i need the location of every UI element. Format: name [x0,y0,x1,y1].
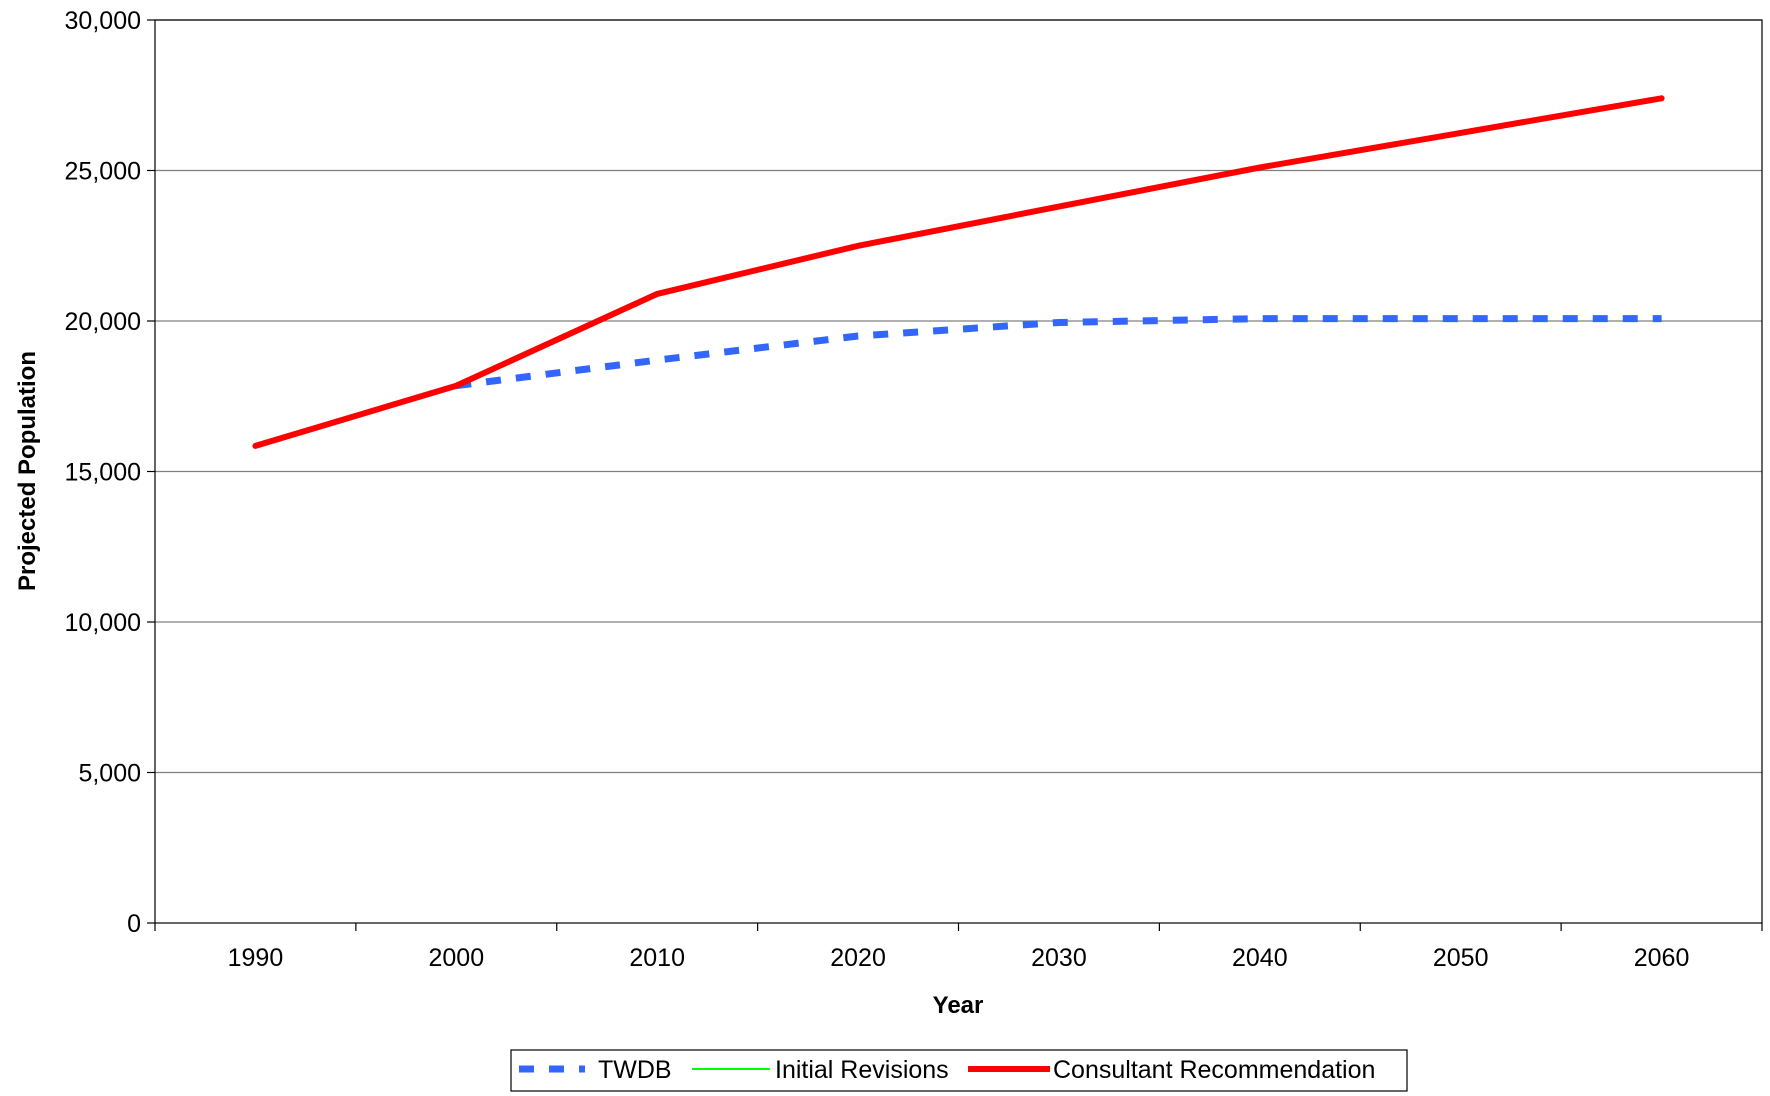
x-tick-label: 2050 [1433,944,1489,972]
x-tick-label: 2010 [629,944,685,972]
x-tick-label: 2040 [1232,944,1288,972]
y-axis-ticks: 0 5,000 10,000 15,000 20,000 25,000 30,000 [65,7,155,938]
legend: TWDB Initial Revisions Consultant Recomm… [510,1049,1408,1092]
series-lines [252,95,1665,449]
y-tick-label: 5,000 [78,760,141,788]
x-tick-label: 1990 [228,944,284,972]
y-tick-label: 25,000 [65,158,141,186]
y-tick-label: 10,000 [65,609,141,637]
x-axis-title: Year [933,992,984,1019]
y-tick-label: 20,000 [65,308,141,336]
x-tick-label: 2000 [429,944,485,972]
x-tick-label: 2060 [1634,944,1690,972]
legend-label-consultant-recommendation: Consultant Recommendation [1053,1056,1375,1084]
x-tick-label: 2030 [1031,944,1087,972]
y-tick-label: 30,000 [65,7,141,35]
legend-label-initial-revisions: Initial Revisions [775,1056,949,1084]
series-line-consultant-recommendation [252,95,1665,449]
y-tick-label: 0 [127,910,141,938]
x-axis-ticks: 1990 2000 2010 2020 2030 2040 2050 2060 [154,923,1763,972]
series-line-twdb [455,315,1662,390]
y-axis-title: Projected Population [14,351,41,591]
legend-box [510,1049,1408,1092]
x-tick-label: 2020 [830,944,886,972]
legend-label-twdb: TWDB [598,1056,672,1084]
y-tick-label: 15,000 [65,459,141,487]
